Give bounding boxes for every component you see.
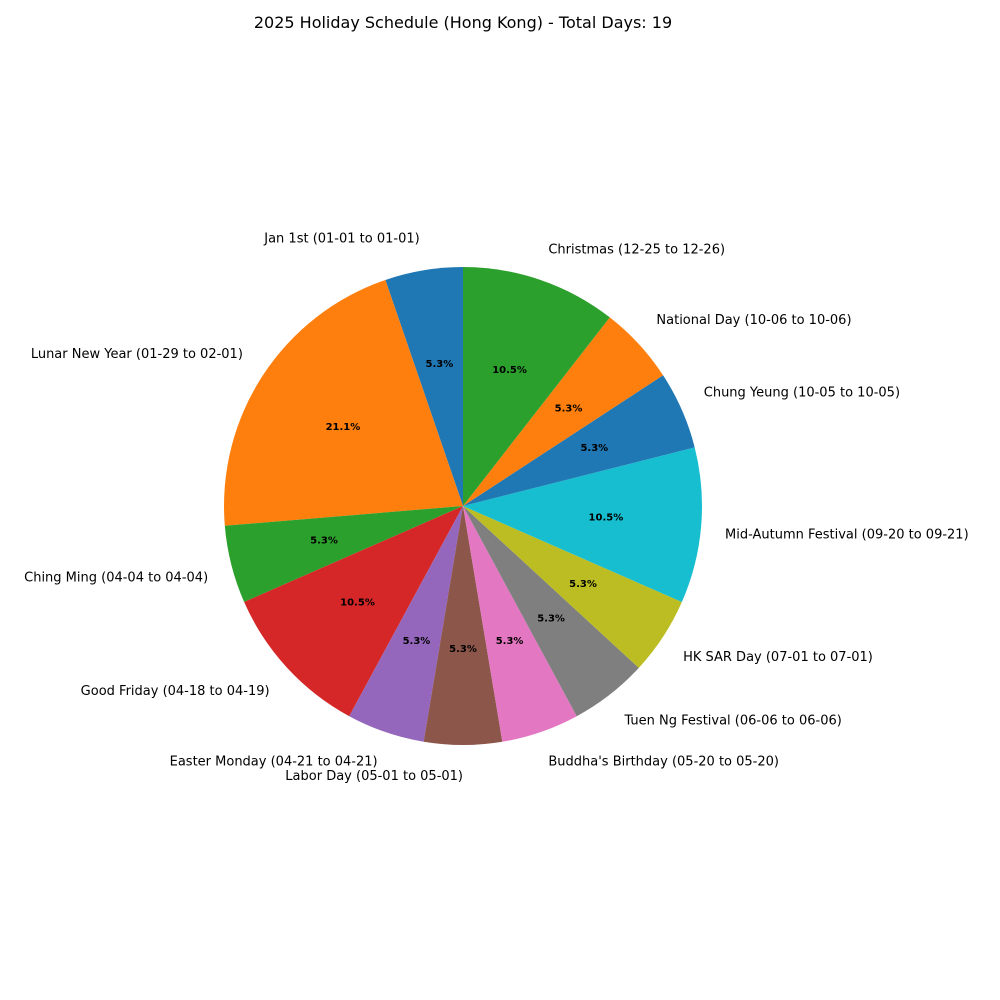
slice-label-chung-yeung: Chung Yeung (10-05 to 10-05): [704, 385, 900, 400]
slice-hk-sar-day: [463, 506, 682, 668]
percent-label-labor-day: 5.3%: [449, 644, 477, 655]
slice-lunar-new-year: [223, 279, 463, 526]
slice-label-buddha-s-birthday: Buddha's Birthday (05-20 to 05-20): [548, 755, 779, 770]
percent-label-hk-sar-day: 5.3%: [569, 579, 597, 590]
percent-label-ching-ming: 5.3%: [310, 536, 338, 547]
slice-label-hk-sar-day: HK SAR Day (07-01 to 07-01): [683, 650, 873, 665]
percent-label-tuen-ng-festival: 5.3%: [537, 614, 565, 625]
percent-label-easter-monday: 5.3%: [403, 636, 431, 647]
slice-label-christmas: Christmas (12-25 to 12-26): [548, 242, 725, 257]
slice-buddha-s-birthday: [463, 506, 577, 742]
slice-label-labor-day: Labor Day (05-01 to 05-01): [285, 769, 463, 784]
percent-label-lunar-new-year: 21.1%: [326, 422, 361, 433]
percent-label-mid-autumn-festival: 10.5%: [589, 512, 624, 523]
percent-labels: 5.3% 21.1% 5.3% 10.5% 5.3% 5.3% 5.3% 5.3% 5.3% 10…: [310, 359, 623, 655]
percent-label-jan-1st: 5.3%: [426, 359, 454, 370]
slice-jan-1st: [385, 267, 463, 506]
slice-easter-monday: [349, 506, 463, 742]
percent-label-christmas: 10.5%: [492, 365, 527, 376]
slice-label-jan-1st: Jan 1st (01-01 to 01-01): [263, 232, 419, 247]
slice-ching-ming: [224, 506, 463, 603]
slice-label-easter-monday: Easter Monday (04-21 to 04-21): [170, 755, 378, 770]
slice-good-friday: [244, 506, 463, 717]
slice-chung-yeung: [463, 375, 695, 506]
slice-label-lunar-new-year: Lunar New Year (01-29 to 02-01): [31, 347, 243, 362]
percent-label-good-friday: 10.5%: [340, 598, 375, 609]
slice-label-tuen-ng-festival: Tuen Ng Festival (06-06 to 06-06): [623, 713, 841, 728]
slice-label-national-day: National Day (10-06 to 10-06): [656, 313, 851, 328]
slice-mid-autumn-festival: [463, 447, 702, 603]
slice-national-day: [463, 317, 664, 506]
slice-label-ching-ming: Ching Ming (04-04 to 04-04): [24, 571, 208, 586]
chart-title: 2025 Holiday Schedule (Hong Kong) - Tota…: [254, 13, 672, 32]
slice-christmas: [463, 267, 610, 506]
slice-labels: Jan 1st (01-01 to 01-01) Lunar New Year (…: [24, 232, 969, 784]
percent-label-chung-yeung: 5.3%: [580, 443, 608, 454]
percent-label-buddha-s-birthday: 5.3%: [496, 636, 524, 647]
slice-label-good-friday: Good Friday (04-18 to 04-19): [81, 684, 270, 699]
slice-tuen-ng-festival: [463, 506, 639, 717]
percent-label-national-day: 5.3%: [555, 403, 583, 414]
slice-label-mid-autumn-festival: Mid-Autumn Festival (09-20 to 09-21): [725, 528, 969, 543]
pie-slices: [223, 267, 702, 746]
slice-labor-day: [423, 506, 503, 746]
